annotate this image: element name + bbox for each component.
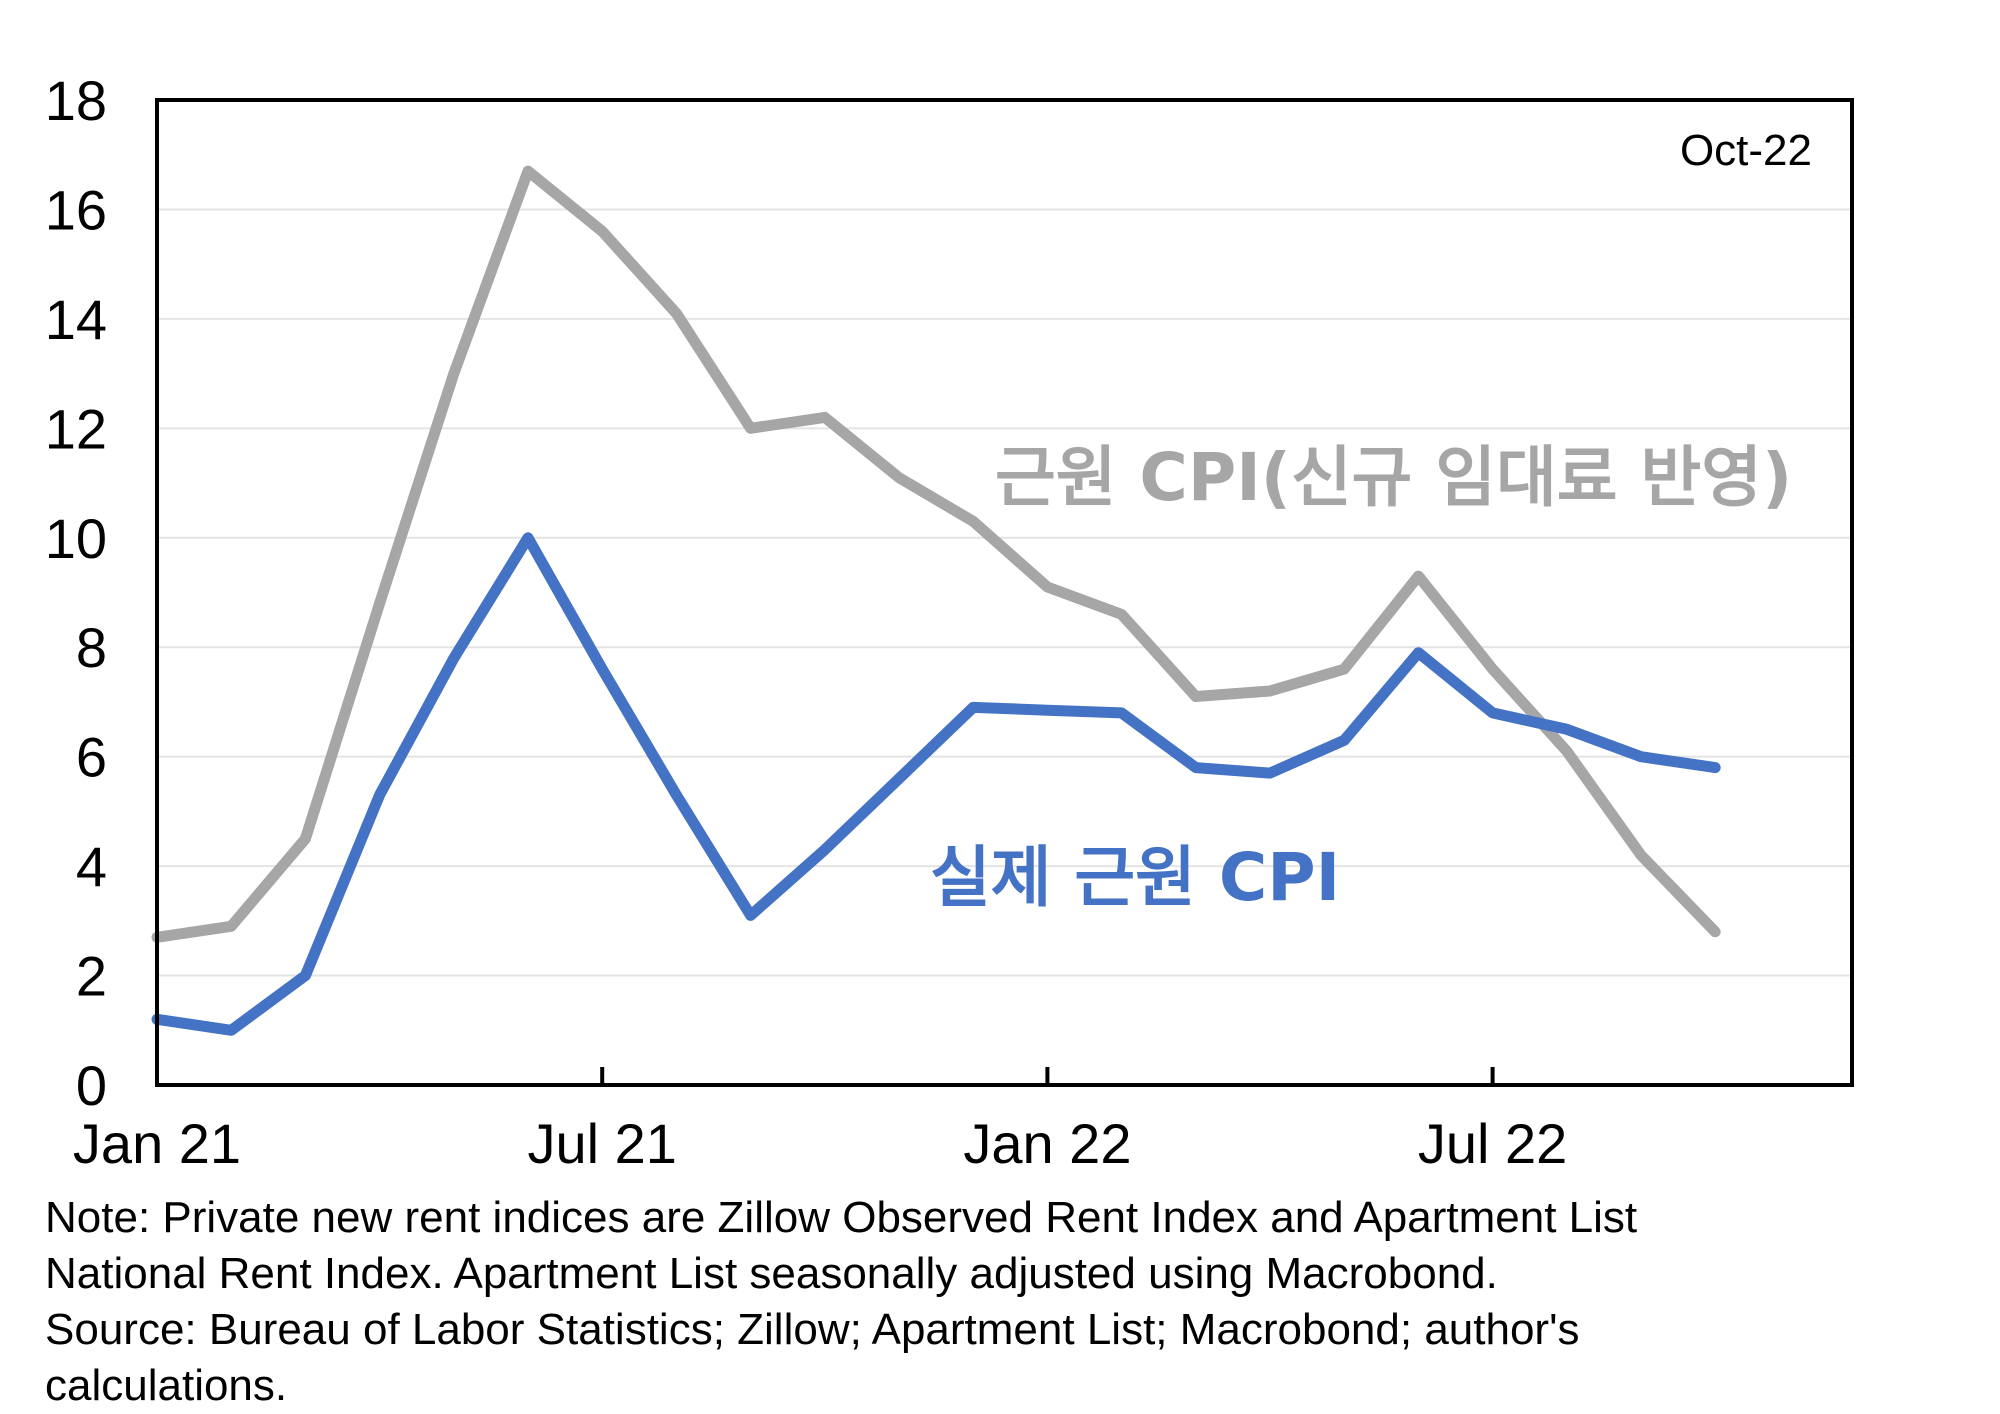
series-lines <box>151 165 1721 1036</box>
y-tick-label: 18 <box>45 69 107 132</box>
x-tick-label: Jan 21 <box>73 1112 241 1175</box>
series-label-actual-core-cpi: 실제 근원 CPI <box>930 839 1340 916</box>
series-line-actual-core-cpi <box>151 532 1721 1036</box>
note-line: National Rent Index. Apartment List seas… <box>45 1249 1498 1298</box>
series-label-core-cpi-new-rent: 근원 CPI(신규 임대료 반영) <box>995 439 1792 516</box>
y-tick-label: 10 <box>45 507 107 570</box>
line-chart: 0 2 4 6 8 10 12 14 16 18 Jan 21 Jul 21 Jan 22 Jul 22… <box>45 69 1854 1175</box>
date-annotation: Oct-22 <box>1680 126 1812 175</box>
x-tick-label: Jul 21 <box>527 1112 676 1175</box>
series-line-core-cpi-new-rent <box>151 165 1721 943</box>
y-tick-label: 0 <box>76 1054 107 1117</box>
note-line: Source: Bureau of Labor Statistics; Zill… <box>45 1305 1580 1354</box>
x-axis-ticks: Jan 21 Jul 21 Jan 22 Jul 22 <box>73 1067 1567 1175</box>
series-label-background <box>985 430 1805 525</box>
chart-note: Note: Private new rent indices are Zillo… <box>45 1190 1945 1414</box>
x-tick-label: Jul 22 <box>1418 1112 1567 1175</box>
x-tick-label: Jan 22 <box>963 1112 1131 1175</box>
y-tick-label: 6 <box>76 726 107 789</box>
y-tick-label: 2 <box>76 945 107 1008</box>
note-line: calculations. <box>45 1361 288 1410</box>
y-tick-label: 12 <box>45 397 107 460</box>
note-line: Note: Private new rent indices are Zillo… <box>45 1193 1638 1242</box>
y-axis-ticks: 0 2 4 6 8 10 12 14 16 18 <box>45 69 107 1117</box>
y-tick-label: 4 <box>76 835 107 898</box>
y-tick-label: 8 <box>76 616 107 679</box>
y-tick-label: 16 <box>45 178 107 241</box>
plot-frame <box>155 98 1854 1087</box>
y-tick-label: 14 <box>45 288 107 351</box>
